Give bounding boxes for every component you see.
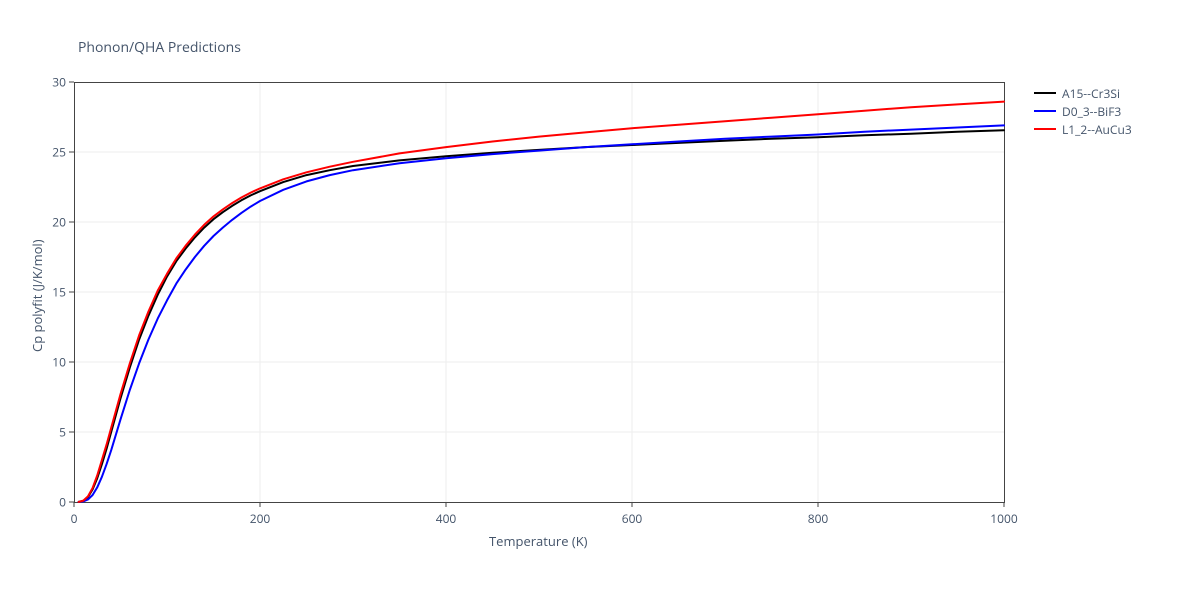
y-tick-label: 5 (46, 424, 66, 441)
legend-swatch (1034, 92, 1056, 94)
x-tick-label: 400 (436, 510, 457, 527)
plot-area (68, 81, 1006, 509)
y-tick-label: 15 (46, 284, 66, 301)
legend-item[interactable]: D0_3--BiF3 (1034, 102, 1132, 120)
y-tick-label: 0 (46, 494, 66, 511)
x-tick-label: 200 (250, 510, 271, 527)
x-tick-label: 800 (808, 510, 829, 527)
legend: A15--Cr3SiD0_3--BiF3L1_2--AuCu3 (1034, 84, 1132, 138)
x-tick-label: 1000 (990, 510, 1017, 527)
y-tick-label: 10 (46, 354, 66, 371)
legend-swatch (1034, 128, 1056, 130)
x-tick-label: 0 (71, 510, 78, 527)
y-tick-label: 20 (46, 214, 66, 231)
legend-label: D0_3--BiF3 (1062, 103, 1121, 120)
series-line[interactable] (79, 130, 1004, 502)
y-tick-label: 30 (46, 74, 66, 91)
x-tick-label: 600 (622, 510, 643, 527)
y-tick-label: 25 (46, 144, 66, 161)
y-axis-label: Cp polyfit (J/K/mol) (28, 239, 46, 352)
x-axis-label: Temperature (K) (489, 532, 588, 550)
chart-title: Phonon/QHA Predictions (78, 38, 241, 57)
series-line[interactable] (79, 125, 1004, 502)
legend-label: L1_2--AuCu3 (1062, 121, 1132, 138)
legend-swatch (1034, 110, 1056, 112)
legend-item[interactable]: A15--Cr3Si (1034, 84, 1132, 102)
legend-label: A15--Cr3Si (1062, 85, 1120, 102)
series-line[interactable] (79, 102, 1004, 502)
legend-item[interactable]: L1_2--AuCu3 (1034, 120, 1132, 138)
chart-container: { "chart": { "type": "line", "title": "P… (0, 0, 1200, 600)
